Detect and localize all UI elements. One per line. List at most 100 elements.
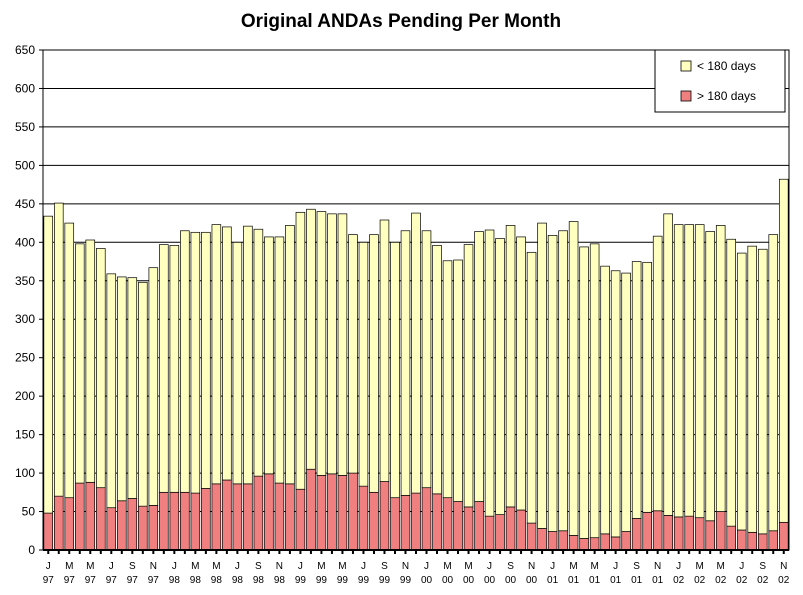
bar-over-180-days bbox=[64, 497, 75, 551]
legend-box bbox=[654, 49, 786, 113]
x-tick-label-month: N bbox=[780, 561, 787, 572]
y-tick-label: 0 bbox=[28, 543, 35, 557]
x-tick-label-year: 99 bbox=[379, 575, 391, 586]
y-tick-label: 400 bbox=[15, 235, 35, 249]
bar-over-180-days bbox=[673, 516, 684, 551]
x-tick-label-year: 00 bbox=[505, 575, 517, 586]
bar-under-180-days bbox=[715, 225, 726, 512]
x-tick-label-year: 00 bbox=[442, 575, 454, 586]
bar-over-180-days bbox=[757, 533, 768, 551]
bar-over-180-days bbox=[652, 510, 663, 551]
bar-over-180-days bbox=[411, 492, 421, 551]
bar-under-180-days bbox=[747, 245, 757, 533]
bar-over-180-days bbox=[558, 530, 568, 551]
bar-over-180-days bbox=[736, 529, 747, 551]
x-tick-label-month: J bbox=[613, 561, 618, 572]
x-tick-label-year: 02 bbox=[736, 575, 748, 586]
bar-over-180-days bbox=[201, 488, 211, 551]
x-tick-label-year: 00 bbox=[484, 575, 496, 586]
bar-over-180-days bbox=[264, 473, 274, 551]
bar-over-180-days bbox=[96, 487, 106, 551]
bar-over-180-days bbox=[148, 505, 159, 551]
bar-over-180-days bbox=[547, 531, 558, 551]
bar-under-180-days bbox=[600, 265, 610, 535]
bar-over-180-days bbox=[453, 501, 463, 551]
bar-under-180-days bbox=[610, 270, 621, 538]
x-tick-label-month: M bbox=[86, 561, 94, 572]
x-tick-label-year: 01 bbox=[652, 575, 664, 586]
bar-under-180-days bbox=[432, 245, 442, 495]
x-tick-label-month: M bbox=[338, 561, 346, 572]
x-tick-label-year: 97 bbox=[148, 575, 160, 586]
bar-under-180-days bbox=[495, 238, 505, 515]
bar-under-180-days bbox=[673, 224, 684, 518]
x-tick-label-year: 01 bbox=[610, 575, 622, 586]
bar-under-180-days bbox=[726, 238, 736, 527]
x-tick-label-month: J bbox=[172, 561, 177, 572]
y-tick-label: 450 bbox=[15, 197, 35, 211]
bar-under-180-days bbox=[222, 226, 232, 481]
bar-over-180-days bbox=[316, 475, 327, 551]
x-tick-label-month: S bbox=[129, 561, 136, 572]
bar-over-180-days bbox=[358, 485, 369, 551]
bar-under-180-days bbox=[589, 243, 600, 539]
bar-under-180-days bbox=[148, 267, 159, 506]
x-tick-label-year: 98 bbox=[190, 575, 202, 586]
bar-under-180-days bbox=[327, 213, 337, 475]
bar-over-180-days bbox=[138, 505, 148, 551]
bar-over-180-days bbox=[463, 506, 474, 551]
bar-over-180-days bbox=[190, 492, 201, 551]
bar-over-180-days bbox=[421, 487, 432, 551]
x-tick-label-year: 97 bbox=[127, 575, 139, 586]
x-tick-label-year: 97 bbox=[106, 575, 118, 586]
bar-under-180-days bbox=[169, 245, 180, 493]
bar-under-180-days bbox=[85, 239, 96, 483]
x-tick-label-year: 99 bbox=[337, 575, 349, 586]
bar-under-180-days bbox=[768, 234, 779, 532]
bar-under-180-days bbox=[421, 230, 432, 489]
bar-over-180-days bbox=[579, 538, 589, 551]
x-tick-label-month: M bbox=[569, 561, 577, 572]
bar-over-180-days bbox=[474, 501, 484, 551]
bar-over-180-days bbox=[505, 506, 516, 551]
bar-over-180-days bbox=[159, 491, 169, 551]
bar-over-180-days bbox=[390, 497, 400, 551]
bar-over-180-days bbox=[75, 482, 85, 551]
bar-under-180-days bbox=[117, 276, 127, 502]
bar-under-180-days bbox=[264, 236, 274, 475]
bar-over-180-days bbox=[400, 495, 411, 551]
bar-over-180-days bbox=[211, 483, 222, 551]
bar-over-180-days bbox=[537, 528, 547, 551]
bar-under-180-days bbox=[736, 252, 747, 531]
bar-under-180-days bbox=[526, 251, 537, 524]
bar-under-180-days bbox=[705, 231, 715, 522]
bar-over-180-days bbox=[631, 518, 642, 551]
y-tick-label: 50 bbox=[22, 505, 36, 519]
bar-over-180-days bbox=[243, 483, 253, 551]
y-tick-label: 200 bbox=[15, 389, 35, 403]
bar-under-180-days bbox=[537, 222, 547, 529]
bar-under-180-days bbox=[53, 202, 64, 497]
x-tick-label-month: M bbox=[464, 561, 472, 572]
x-tick-label-year: 02 bbox=[715, 575, 727, 586]
bar-under-180-days bbox=[232, 241, 243, 485]
y-tick-label: 150 bbox=[15, 428, 35, 442]
bar-over-180-days bbox=[369, 491, 379, 551]
bar-over-180-days bbox=[768, 530, 779, 551]
bar-under-180-days bbox=[568, 221, 579, 536]
x-tick-label-year: 98 bbox=[169, 575, 181, 586]
bar-under-180-days bbox=[316, 211, 327, 476]
bar-under-180-days bbox=[694, 224, 705, 519]
bar-over-180-days bbox=[327, 473, 337, 551]
bar-under-180-days bbox=[190, 231, 201, 494]
bar-over-180-days bbox=[306, 468, 316, 551]
x-tick-label-month: J bbox=[46, 561, 51, 572]
bar-over-180-days bbox=[117, 500, 127, 551]
x-tick-label-year: 02 bbox=[694, 575, 706, 586]
x-tick-label-year: 98 bbox=[253, 575, 265, 586]
x-tick-label-year: 00 bbox=[526, 575, 538, 586]
x-tick-label-month: S bbox=[381, 561, 388, 572]
bar-under-180-days bbox=[43, 215, 54, 514]
x-tick-label-month: S bbox=[759, 561, 766, 572]
